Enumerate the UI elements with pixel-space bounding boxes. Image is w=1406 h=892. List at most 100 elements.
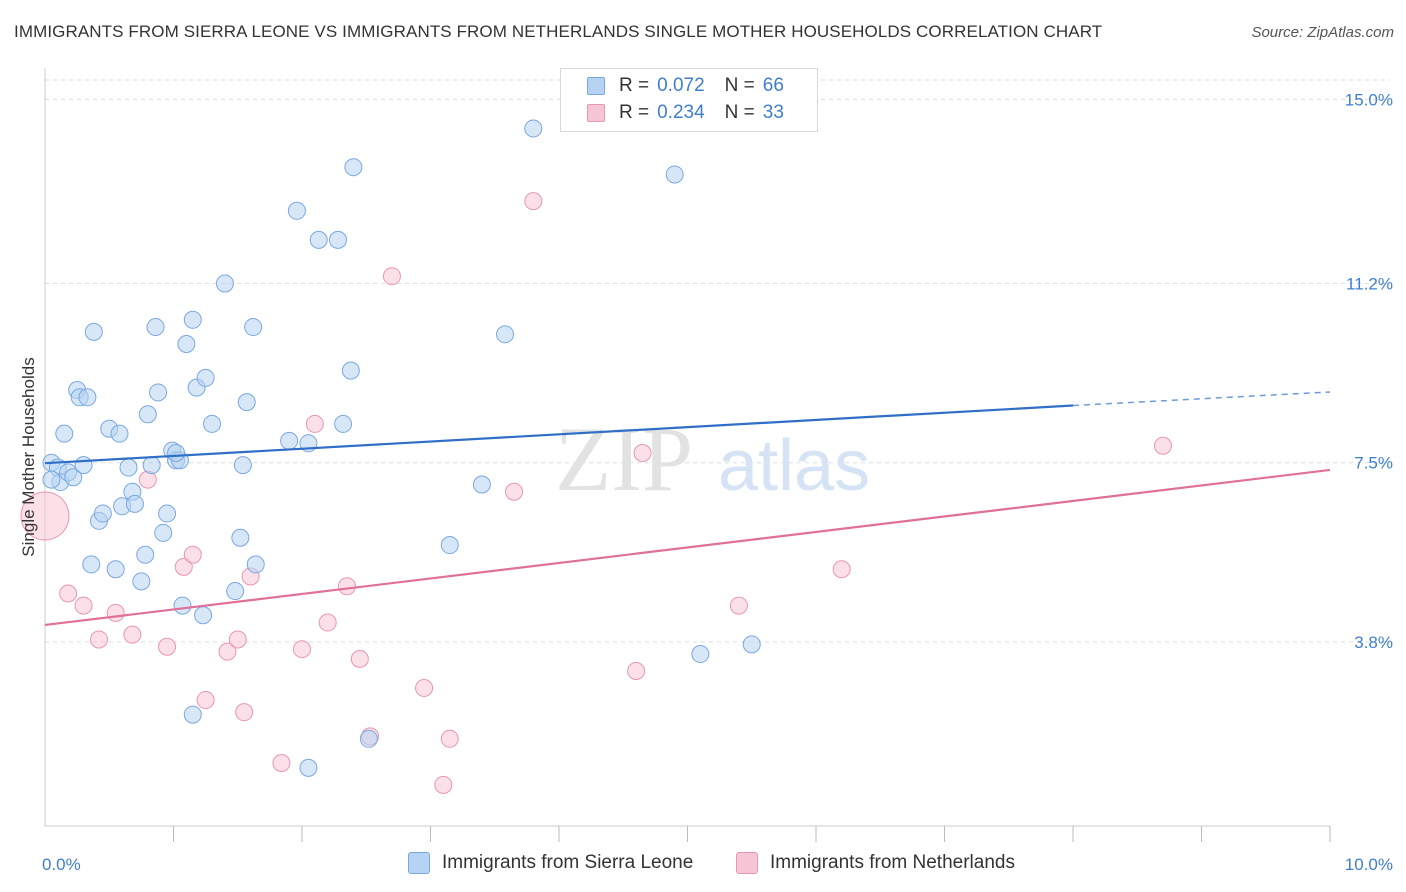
sierra-leone-point <box>183 705 202 724</box>
sierra-leone-point <box>496 325 515 344</box>
sierra-leone-point <box>215 274 234 293</box>
sierra-leone-point <box>524 119 543 138</box>
sierra-leone-point <box>93 504 112 523</box>
sierra-leone-point <box>84 322 103 341</box>
sierra-leone-point <box>244 318 263 337</box>
legend-item-netherlands[interactable]: Immigrants from Netherlands <box>736 852 1015 874</box>
legend-item-label: Immigrants from Sierra Leone <box>442 852 694 873</box>
legend-n-label: N = <box>724 75 755 96</box>
sierra-leone-trend-line <box>44 404 1074 465</box>
sierra-leone-point <box>299 758 318 777</box>
sierra-leone-point <box>341 361 360 380</box>
netherlands-trend-line <box>44 468 1331 627</box>
legend-r-value: 0.234 <box>657 102 705 123</box>
netherlands-point <box>1153 436 1172 455</box>
legend-swatch-pink <box>736 852 758 874</box>
sierra-leone-point <box>196 368 215 387</box>
sierra-leone-point <box>132 572 151 591</box>
netherlands-point <box>228 630 247 649</box>
netherlands-point <box>123 625 142 644</box>
netherlands-point <box>627 661 646 680</box>
netherlands-point <box>633 444 652 462</box>
netherlands-point <box>318 613 337 632</box>
legend-r-label: R = <box>619 75 650 96</box>
sierra-leone-point <box>344 158 363 177</box>
netherlands-point <box>440 729 459 748</box>
sierra-leone-point <box>665 165 684 184</box>
sierra-leone-point <box>106 560 125 579</box>
netherlands-point <box>337 577 356 596</box>
sierra-leone-point <box>246 555 265 574</box>
sierra-leone-point <box>194 606 213 625</box>
sierra-leone-point <box>309 230 328 249</box>
legend-n-value: 33 <box>762 102 784 123</box>
sierra-leone-point <box>42 470 61 489</box>
sierra-leone-point <box>742 635 761 654</box>
netherlands-point <box>272 754 291 773</box>
sierra-leone-point <box>691 645 710 664</box>
legend-row-netherlands: R = 0.234 N = 33 <box>587 101 784 125</box>
sierra-leone-point <box>74 456 93 475</box>
sierra-leone-point <box>119 458 138 477</box>
netherlands-point <box>350 649 369 668</box>
stats-legend: R = 0.072 N = 66 R = 0.234 N = 33 <box>560 68 818 132</box>
sierra-leone-point <box>167 444 186 462</box>
netherlands-point <box>74 596 93 615</box>
source-label: Source: ZipAtlas.com <box>1251 24 1394 41</box>
sierra-leone-trend-extension <box>1072 391 1331 407</box>
sierra-leone-point <box>328 230 347 249</box>
sierra-leone-point <box>149 383 168 402</box>
x-tick-label: 10.0% <box>1345 855 1393 874</box>
y-tick-label: 7.5% <box>1354 454 1393 473</box>
netherlands-point <box>183 545 202 564</box>
series-legend: Immigrants from Sierra Leone Immigrants … <box>0 852 1406 878</box>
legend-r-value: 0.072 <box>657 75 705 96</box>
sierra-leone-point <box>203 414 222 433</box>
sierra-leone-point <box>173 596 192 615</box>
legend-r-label: R = <box>619 102 650 123</box>
sierra-leone-point <box>237 393 256 412</box>
legend-swatch-blue <box>408 852 430 874</box>
sierra-leone-point <box>440 536 459 555</box>
sierra-leone-point <box>64 468 83 487</box>
sierra-leone-point <box>287 201 306 220</box>
sierra-leone-point <box>177 335 196 354</box>
netherlands-point <box>235 703 254 722</box>
netherlands-point <box>218 642 237 661</box>
netherlands-point <box>196 691 215 710</box>
sierra-leone-point <box>146 318 165 337</box>
netherlands-point <box>382 267 401 286</box>
watermark-zip: ZIP <box>555 408 693 510</box>
netherlands-point <box>832 560 851 579</box>
netherlands-point <box>434 775 453 794</box>
chart-title: IMMIGRANTS FROM SIERRA LEONE VS IMMIGRAN… <box>14 22 1103 41</box>
netherlands-point <box>20 491 70 541</box>
netherlands-point <box>174 557 193 576</box>
legend-item-sierra-leone[interactable]: Immigrants from Sierra Leone <box>408 852 693 874</box>
y-axis-label: Single Mother Households <box>19 357 38 556</box>
sierra-leone-point <box>138 405 157 424</box>
netherlands-point <box>89 630 108 649</box>
tick-labels: 3.8% 7.5% 11.2% 15.0% 0.0% 10.0% <box>42 90 1393 874</box>
netherlands-point <box>524 192 543 211</box>
trend-lines <box>44 391 1331 627</box>
legend-n-label: N = <box>724 102 755 123</box>
legend-swatch-blue <box>587 77 605 95</box>
sierra-leone-point <box>125 494 144 513</box>
y-tick-label: 15.0% <box>1345 90 1393 109</box>
sierra-leone-point <box>359 729 378 748</box>
sierra-leone-point <box>78 388 97 407</box>
watermark: ZIP atlas <box>555 408 870 510</box>
legend-swatch-pink <box>587 104 605 122</box>
sierra-leone-point <box>183 310 202 329</box>
grid-lines <box>45 79 1390 643</box>
legend-item-label: Immigrants from Netherlands <box>770 852 1015 873</box>
legend-row-sierra-leone: R = 0.072 N = 66 <box>587 74 784 98</box>
sierra-leone-point <box>226 582 245 601</box>
netherlands-point <box>305 414 324 433</box>
netherlands-point <box>415 678 434 697</box>
sierra-leone-point <box>136 545 155 564</box>
y-tick-label: 11.2% <box>1346 274 1393 293</box>
x-tick-label: 0.0% <box>42 855 81 874</box>
